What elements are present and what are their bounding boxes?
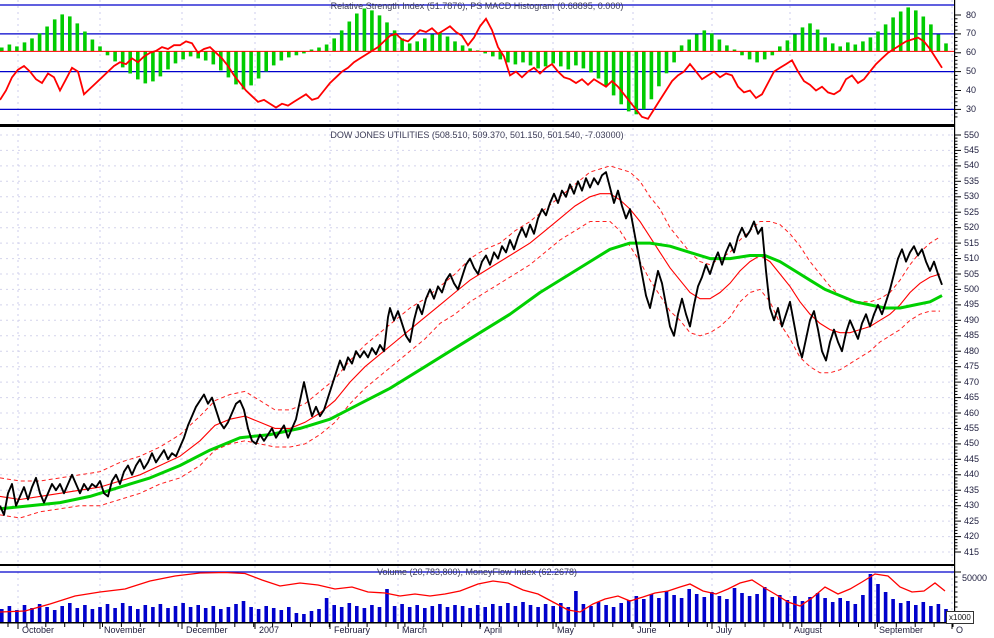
volume-axis-label: 50000 (962, 573, 988, 583)
volume-units-box: x1000 (946, 611, 974, 624)
indicator-panel-title: Relative Strength Index (51.7876), PS MA… (330, 1, 624, 11)
month-label: April (484, 625, 503, 635)
price-axis-label: 430 (964, 500, 980, 511)
month-label: November (104, 625, 146, 635)
volume-panel[interactable] (0, 571, 954, 622)
month-label: 2007 (259, 625, 280, 635)
month-label: June (637, 625, 657, 635)
price-axis-label: 545 (964, 144, 980, 155)
rsi-axis-label: 80 (966, 9, 977, 20)
price-axis-label: 530 (964, 191, 980, 202)
month-gridlines (17, 0, 953, 621)
rsi-axis-label: 70 (966, 28, 977, 39)
axis-ticks (7, 14, 961, 629)
month-label: O (956, 625, 964, 635)
rsi-axis-label: 40 (966, 85, 977, 95)
price-axis-label: 415 (964, 546, 980, 557)
month-label: December (186, 625, 228, 635)
price-axis-label: 465 (964, 392, 980, 403)
rsi-axis-label: 30 (966, 103, 977, 114)
price-axis-label: 535 (964, 175, 980, 186)
price-axis-label: 450 (964, 438, 980, 449)
price-axis-label: 470 (964, 376, 980, 387)
volume-units-label: x1000 (949, 613, 971, 622)
price-axis-label: 495 (964, 299, 980, 310)
month-label: March (402, 625, 428, 635)
rsi-macd-panel[interactable] (0, 4, 954, 120)
price-axis-label: 475 (964, 361, 980, 372)
price-axis-label: 550 (964, 129, 980, 140)
price-axis-label: 480 (964, 345, 980, 356)
month-label: August (794, 625, 823, 635)
price-axis-label: 500 (964, 283, 980, 294)
volume-panel-title: Volume (20,783,800), MoneyFlow Index (62… (376, 567, 578, 577)
rsi-axis-label: 50 (966, 66, 977, 77)
price-axis-label: 420 (964, 531, 980, 542)
price-axis-label: 490 (964, 314, 980, 325)
price-axis-label: 540 (964, 160, 980, 171)
price-axis-label: 440 (964, 469, 980, 480)
price-axis-label: 445 (964, 453, 980, 464)
price-axis-label: 455 (964, 422, 980, 433)
month-label: September (879, 625, 924, 635)
month-label: July (716, 625, 733, 635)
month-label: February (334, 625, 371, 635)
price-axis-label: 425 (964, 515, 980, 526)
price-axis-label: 515 (964, 237, 980, 248)
price-axis-label: 520 (964, 222, 980, 233)
price-axis-label: 485 (964, 330, 980, 341)
price-panel-title: DOW JONES UTILITIES (508.510, 509.370, 5… (330, 130, 624, 140)
rsi-axis-label: 60 (966, 47, 977, 58)
month-label: May (557, 625, 575, 635)
price-axis-label: 460 (964, 407, 980, 418)
price-gridlines (0, 134, 954, 553)
price-axis-label: 435 (964, 484, 980, 495)
price-axis-label: 510 (964, 253, 980, 264)
price-axis-label: 505 (964, 268, 980, 279)
price-panel[interactable] (0, 165, 943, 519)
price-axis-label: 525 (964, 206, 980, 217)
month-label: October (22, 625, 55, 635)
